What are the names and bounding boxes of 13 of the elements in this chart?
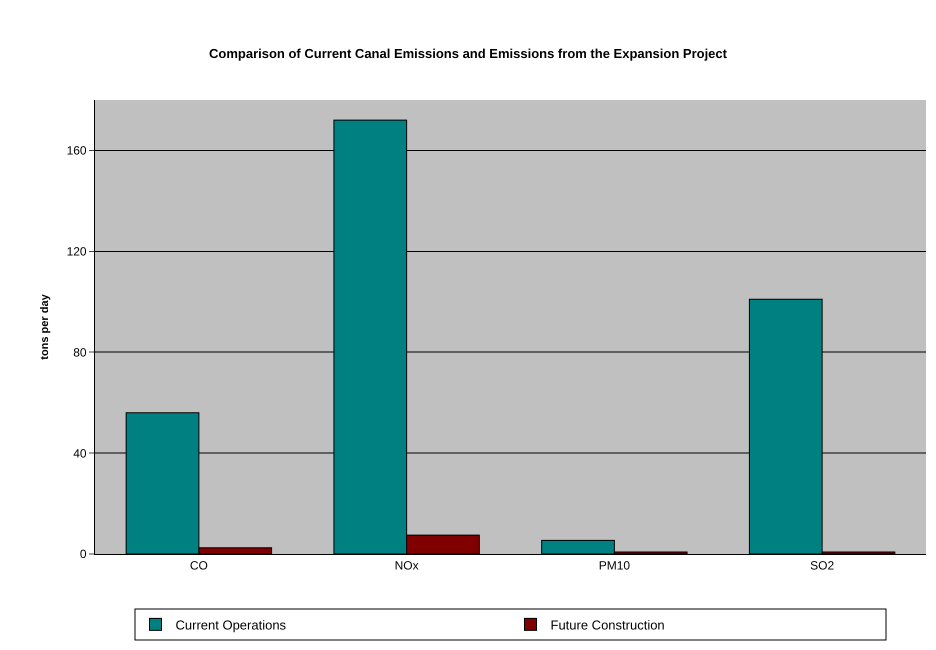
y-tick-label: 160	[66, 144, 87, 158]
legend-label: Current Operations	[176, 618, 287, 632]
y-tick-label: 80	[73, 345, 87, 360]
x-tick-label: NOx	[394, 558, 419, 572]
y-tick-label: 0	[80, 547, 87, 562]
legend-label: Future Construction	[550, 618, 665, 632]
y-axis-title: tons per day	[39, 293, 52, 360]
x-tick-label: SO2	[810, 558, 834, 572]
x-tick-label: CO	[190, 558, 208, 572]
chart-title: Comparison of Current Canal Emissions and Emissions from the Expansion Project	[209, 46, 728, 61]
y-tick-label: 40	[73, 446, 87, 460]
x-tick-label: PM10	[598, 558, 630, 572]
y-tick-label: 120	[66, 244, 87, 259]
